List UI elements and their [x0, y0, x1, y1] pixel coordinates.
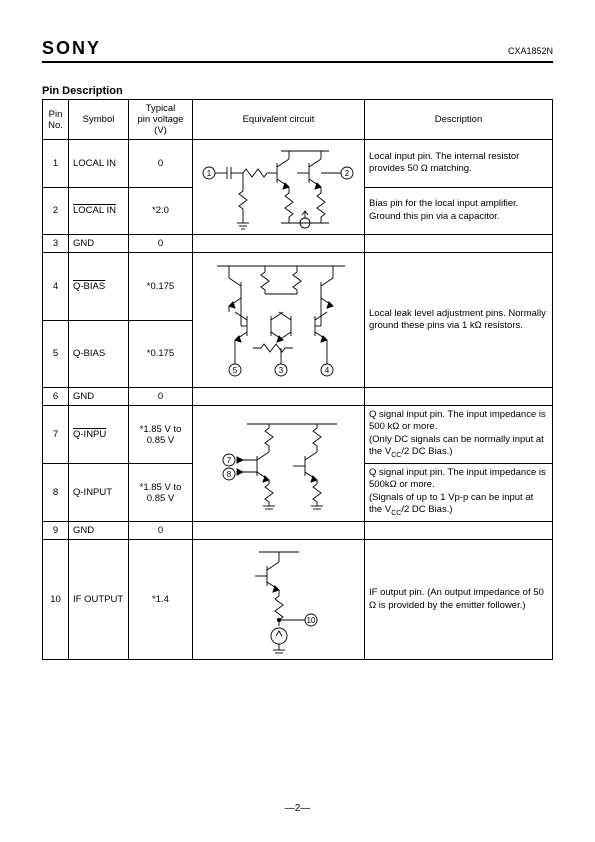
- svg-text:8: 8: [227, 470, 232, 479]
- table-row: 1 LOCAL IN 0 1: [43, 140, 553, 188]
- svg-text:10: 10: [306, 616, 315, 625]
- svg-text:4: 4: [325, 366, 330, 375]
- col-voltage: Typicalpin voltage (V): [129, 100, 193, 140]
- page-number: —2—: [0, 803, 595, 814]
- circuit-diagram-icon: 5 3 4: [197, 256, 365, 384]
- pin-desc: Local leak level adjustment pins. Normal…: [365, 253, 553, 388]
- pin-no: 6: [43, 388, 69, 406]
- svg-text:7: 7: [227, 456, 232, 465]
- svg-text:2: 2: [345, 169, 350, 178]
- pin-desc: Local input pin. The internal resistor p…: [365, 140, 553, 188]
- pin-voltage: *0.175: [129, 320, 193, 388]
- section-title: Pin Description: [42, 85, 553, 97]
- table-row: 4 Q-BIAS *0.175: [43, 253, 553, 321]
- table-header-row: PinNo. Symbol Typicalpin voltage (V) Equ…: [43, 100, 553, 140]
- equivalent-circuit: 10: [193, 540, 365, 660]
- table-row: 9 GND 0: [43, 522, 553, 540]
- pin-symbol: LOCAL IN: [69, 140, 129, 188]
- pin-no: 7: [43, 406, 69, 464]
- pin-symbol: GND: [69, 235, 129, 253]
- col-circuit: Equivalent circuit: [193, 100, 365, 140]
- table-row: 6 GND 0: [43, 388, 553, 406]
- pin-voltage: *2.0: [129, 187, 193, 235]
- pin-description-table: PinNo. Symbol Typicalpin voltage (V) Equ…: [42, 99, 553, 660]
- equivalent-circuit: [193, 235, 365, 253]
- svg-text:3: 3: [279, 366, 284, 375]
- pin-desc: IF output pin. (An output impedance of 5…: [365, 540, 553, 660]
- pin-no: 2: [43, 187, 69, 235]
- pin-symbol: LOCAL IN: [69, 187, 129, 235]
- brand-logo: SONY: [42, 38, 101, 59]
- pin-no: 1: [43, 140, 69, 188]
- equivalent-circuit: [193, 522, 365, 540]
- svg-text:1: 1: [207, 169, 212, 178]
- pin-voltage: 0: [129, 235, 193, 253]
- equivalent-circuit: 7 8: [193, 406, 365, 522]
- pin-desc: [365, 235, 553, 253]
- pin-symbol: IF OUTPUT: [69, 540, 129, 660]
- pin-voltage: *1.85 V to0.85 V: [129, 406, 193, 464]
- pin-symbol: Q-BIAS: [69, 253, 129, 321]
- pin-desc: Q signal input pin. The input impedance …: [365, 464, 553, 522]
- part-number: CXA1852N: [508, 46, 553, 56]
- svg-text:5: 5: [233, 366, 238, 375]
- col-voltage-text: Typicalpin voltage (V): [138, 103, 184, 136]
- pin-desc: [365, 388, 553, 406]
- equivalent-circuit: 5 3 4: [193, 253, 365, 388]
- pin-symbol: GND: [69, 388, 129, 406]
- pin-symbol: Q-BIAS: [69, 320, 129, 388]
- circuit-diagram-icon: 7 8: [197, 416, 365, 512]
- table-row: 3 GND 0: [43, 235, 553, 253]
- pin-no: 10: [43, 540, 69, 660]
- pin-no: 5: [43, 320, 69, 388]
- pin-voltage: *1.85 V to0.85 V: [129, 464, 193, 522]
- pin-no: 9: [43, 522, 69, 540]
- pin-voltage: *1.4: [129, 540, 193, 660]
- page-header: SONY CXA1852N: [42, 38, 553, 63]
- table-row: 7 Q-INPU *1.85 V to0.85 V: [43, 406, 553, 464]
- col-description: Description: [365, 100, 553, 140]
- pin-desc: [365, 522, 553, 540]
- circuit-diagram-icon: 10: [219, 544, 339, 656]
- pin-no: 8: [43, 464, 69, 522]
- col-pin-no-text: PinNo.: [48, 109, 63, 131]
- pin-voltage: 0: [129, 522, 193, 540]
- col-symbol: Symbol: [69, 100, 129, 140]
- pin-symbol: Q-INPU: [69, 406, 129, 464]
- pin-no: 4: [43, 253, 69, 321]
- pin-desc: Bias pin for the local input amplifier. …: [365, 187, 553, 235]
- pin-symbol: Q-INPUT: [69, 464, 129, 522]
- pin-symbol: GND: [69, 522, 129, 540]
- pin-voltage: *0.175: [129, 253, 193, 321]
- equivalent-circuit: 1: [193, 140, 365, 235]
- col-pin-no: PinNo.: [43, 100, 69, 140]
- pin-voltage: 0: [129, 140, 193, 188]
- table-body: 1 LOCAL IN 0 1: [43, 140, 553, 660]
- pin-voltage: 0: [129, 388, 193, 406]
- pin-no: 3: [43, 235, 69, 253]
- table-row: 10 IF OUTPUT *1.4: [43, 540, 553, 660]
- pin-desc: Q signal input pin. The input impedance …: [365, 406, 553, 464]
- circuit-diagram-icon: 1: [197, 143, 365, 231]
- equivalent-circuit: [193, 388, 365, 406]
